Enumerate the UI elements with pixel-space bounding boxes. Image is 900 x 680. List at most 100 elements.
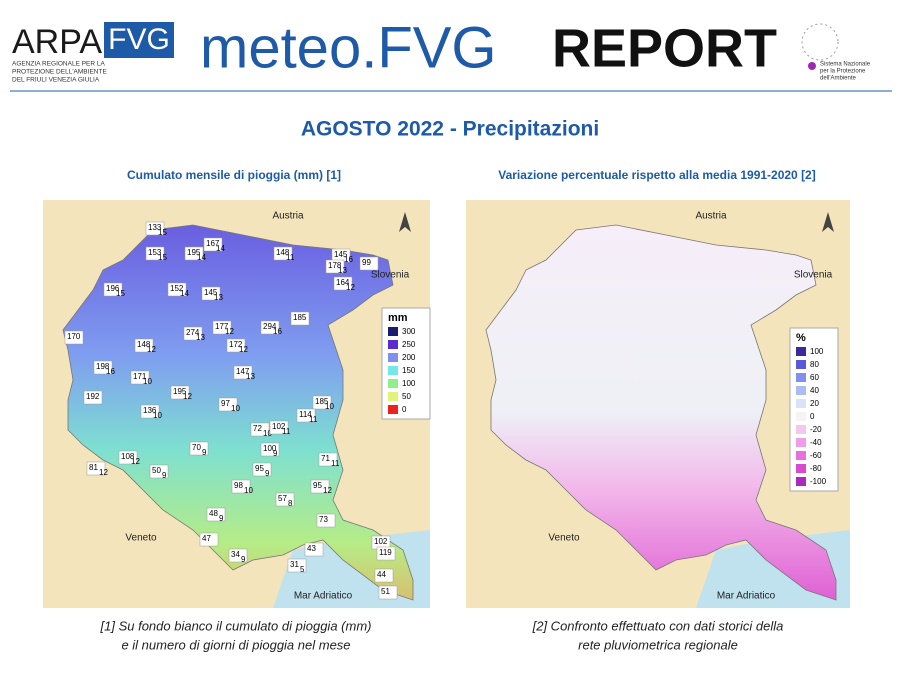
legend-swatch [388, 353, 398, 362]
station-days: 15 [158, 228, 167, 237]
station-box [231, 479, 251, 494]
station-value: 73 [319, 515, 328, 524]
legend-label: 20 [810, 399, 819, 408]
station-box [130, 370, 150, 385]
legend-swatch [796, 477, 806, 486]
station-value: 98 [234, 481, 243, 490]
legend-label: 300 [402, 327, 416, 336]
place-label: Austria [695, 211, 727, 222]
station-days: 13 [338, 266, 347, 275]
station-box [290, 311, 310, 326]
station-days: 5 [300, 565, 305, 574]
snpa-line: dell'Ambiente [820, 76, 856, 82]
station-value: 97 [221, 399, 230, 408]
station-value: 114 [299, 410, 312, 419]
station-box [252, 462, 272, 477]
station-value: 44 [377, 570, 386, 579]
station-box [149, 464, 169, 479]
station-days: 15 [158, 253, 167, 262]
legend-swatch [388, 366, 398, 375]
note-line: e il numero di giorni di pioggia nel mes… [121, 637, 350, 652]
station-box [260, 320, 280, 335]
station-box [118, 450, 138, 465]
legend-swatch [796, 347, 806, 356]
station-days: 9 [219, 514, 224, 523]
station-value: 195 [187, 248, 201, 257]
station-value: 185 [315, 397, 329, 406]
station-box [140, 404, 160, 419]
legend-label: 50 [402, 392, 411, 401]
agency: AGENZIA REGIONALE PER LA PROTEZIONE DELL… [12, 61, 107, 84]
station-box [275, 492, 295, 507]
station-box [304, 542, 324, 557]
station-box [170, 385, 190, 400]
legend-swatch [796, 386, 806, 395]
station-days: 10 [244, 486, 253, 495]
station-box [201, 286, 221, 301]
station-box [145, 246, 165, 261]
station-value: 192 [86, 392, 100, 401]
legend-box [381, 307, 431, 420]
station-days: 12 [99, 468, 108, 477]
north-arrow [399, 212, 411, 232]
station-value: 172 [229, 340, 243, 349]
station-box [167, 282, 187, 297]
station-value: 148 [276, 248, 290, 257]
station-value: 185 [293, 313, 307, 322]
snpa-logo: Sistema Nazionale per la Protezione dell… [801, 23, 871, 82]
station-value: 81 [89, 463, 98, 472]
station-value: 167 [206, 239, 220, 248]
station-value: 34 [231, 550, 240, 559]
legend-swatch [388, 327, 398, 336]
station-value: 102 [374, 537, 388, 546]
station-days: 9 [273, 449, 278, 458]
station-value: 70 [192, 443, 201, 452]
station-days: 14 [197, 253, 206, 262]
place-label: Mar Adriatico [717, 591, 776, 602]
legend-label: -80 [810, 464, 822, 473]
station-value: 195 [173, 387, 187, 396]
station-box [374, 568, 394, 583]
station-value: 57 [278, 494, 287, 503]
station-value: 164 [336, 278, 350, 287]
station-days: 10 [263, 429, 272, 438]
station-value: 50 [152, 466, 161, 475]
legend-label: 100 [402, 379, 416, 388]
snpa-line: Sistema Nazionale [820, 62, 871, 68]
station-box [183, 326, 203, 341]
legend-swatch [796, 360, 806, 369]
logo-fvg: FVG [108, 23, 170, 56]
anomaly-map: Austria Slovenia Veneto Mar Adriatico% 100 80… [466, 200, 850, 608]
station-box [226, 338, 246, 353]
north-arrow [822, 212, 834, 232]
station-box [376, 546, 396, 561]
station-value: 48 [209, 509, 218, 518]
station-value: 170 [67, 332, 81, 341]
station-box [103, 282, 123, 297]
legend-label: -100 [810, 477, 827, 486]
station-box [273, 246, 293, 261]
legend-label: -40 [810, 438, 822, 447]
station-box [269, 420, 289, 435]
station-days: 11 [331, 459, 340, 468]
snpa-mark [801, 23, 839, 61]
station-value: 47 [202, 534, 211, 543]
station-box [64, 330, 84, 345]
snpa-line: per la Protezione [820, 69, 866, 75]
legend-label: 0 [402, 405, 407, 414]
left-subtitle: Cumulato mensile di pioggia (mm) [1] [127, 168, 341, 182]
station-box [325, 259, 345, 274]
station-days: 11 [286, 253, 295, 262]
station-days: 13 [246, 372, 255, 381]
station-box [359, 256, 379, 271]
station-value: 95 [313, 481, 322, 490]
station-days: 11 [309, 415, 318, 424]
right-subtitle: Variazione percentuale rispetto alla med… [498, 168, 815, 182]
station-days: 11 [282, 427, 291, 436]
station-box [378, 585, 398, 600]
station-box [199, 532, 219, 547]
station-days: 10 [143, 377, 152, 386]
station-box [203, 237, 223, 252]
